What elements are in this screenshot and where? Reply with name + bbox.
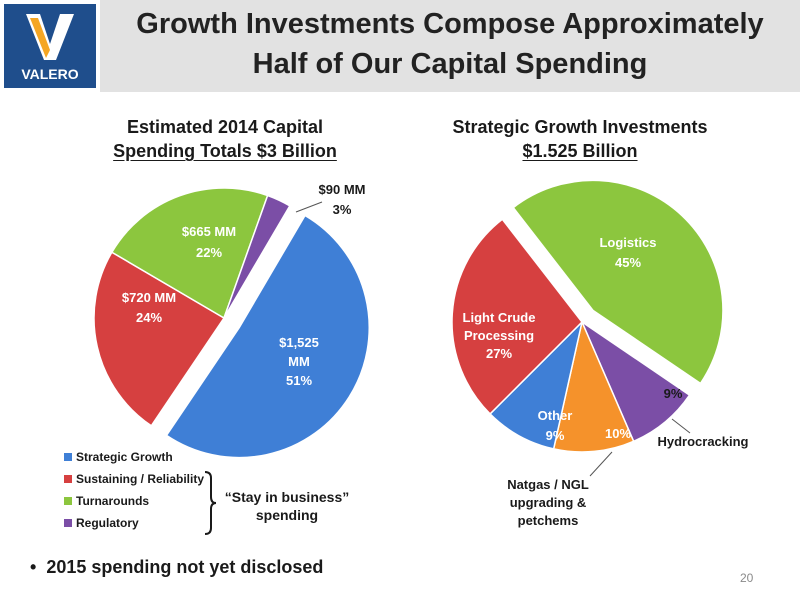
left-chart-title-line-2: Spending Totals $3 Billion xyxy=(113,141,337,161)
label-natgas-part-3: petchems xyxy=(518,513,579,528)
label-hydrocracking-percent: 9% xyxy=(664,386,683,401)
pie-slice-logistics xyxy=(512,179,724,385)
label-sustaining-amount: $720 MM xyxy=(122,290,176,305)
pie-slice-regulatory xyxy=(223,194,291,319)
pie-slice-strategic-growth xyxy=(165,214,370,459)
bullet-note: • 2015 spending not yet disclosed xyxy=(30,557,323,578)
label-strategic-growth-percent: 51% xyxy=(286,373,312,388)
label-strategic-growth-amount-2: MM xyxy=(288,354,310,369)
bullet-text: 2015 spending not yet disclosed xyxy=(46,557,324,577)
left-chart-title-line-1: Estimated 2014 Capital xyxy=(126,117,324,137)
stay-in-business-note: “Stay in business” spending xyxy=(222,488,352,524)
regulatory-leader-line xyxy=(295,201,323,213)
label-strategic-growth-amount-part-2: MM xyxy=(288,354,310,369)
left-pie-chart xyxy=(93,187,370,459)
label-natgas-percent: 10% xyxy=(605,426,631,441)
right-pie-chart xyxy=(451,179,724,453)
right-chart-title-line-2: $1.525 Billion xyxy=(522,141,638,161)
page-title-line-1: Growth Investments Compose Approximately xyxy=(136,8,764,40)
label-natgas-line-3: petchems xyxy=(518,513,579,528)
stay-in-business-note-line-1: “Stay in business” xyxy=(224,489,350,505)
pie-slice-light-crude-processing xyxy=(451,218,583,415)
label-hydrocracking-name: Hydrocracking xyxy=(657,434,748,449)
brace-icon xyxy=(204,471,217,535)
legend-item-regulatory: Regulatory xyxy=(64,516,214,538)
logo-text: VALERO xyxy=(21,66,78,82)
right-chart-title-line-1: Strategic Growth Investments xyxy=(452,117,708,137)
page-title: Growth Investments Compose Approximately… xyxy=(100,4,800,84)
legend-label-strategic-growth: Strategic Growth xyxy=(76,450,173,464)
stay-in-business-note-line-2: spending xyxy=(255,507,319,523)
label-strategic-growth-amount-part-1: $1,525 xyxy=(279,335,319,350)
valero-logo: VALERO xyxy=(0,0,100,92)
valero-logo-icon: VALERO xyxy=(4,4,96,88)
label-turnarounds-amount: $665 MM xyxy=(182,224,236,239)
label-light-crude-name-1: Light Crude xyxy=(463,310,536,325)
page-title-line-2: Half of Our Capital Spending xyxy=(252,48,648,80)
pie-slice-sustaining-reliability xyxy=(93,251,226,427)
pie-labels: $1,525 MM 51% $720 MM 24% $665 MM 22% $9… xyxy=(122,182,749,528)
legend-swatch-strategic-growth xyxy=(64,453,72,461)
label-light-crude-name-part-1: Light Crude xyxy=(463,310,536,325)
bullet-icon: • xyxy=(30,557,47,577)
left-chart-title: Estimated 2014 Capital Spending Totals $… xyxy=(90,115,360,163)
title-band xyxy=(100,0,800,92)
header: VALERO Growth Investments Compose Approx… xyxy=(0,0,800,92)
natgas-leader-line xyxy=(589,451,613,477)
legend-swatch-sustaining xyxy=(64,475,72,483)
legend-swatch-regulatory xyxy=(64,519,72,527)
label-regulatory-amount: $90 MM xyxy=(319,182,366,197)
label-turnarounds-percent: 22% xyxy=(196,245,222,260)
label-logistics-name: Logistics xyxy=(599,235,656,250)
label-natgas-part-1: Natgas / NGL xyxy=(507,477,589,492)
legend-label-turnarounds: Turnarounds xyxy=(76,494,150,508)
legend-label-regulatory: Regulatory xyxy=(76,516,139,530)
label-light-crude-name-part-2: Processing xyxy=(464,328,534,343)
legend: Strategic Growth Sustaining / Reliabilit… xyxy=(64,450,214,538)
pie-slice-natgas-ngl-upgrading-petchems xyxy=(552,319,635,453)
right-chart-title: Strategic Growth Investments $1.525 Bill… xyxy=(430,115,730,163)
legend-item-sustaining: Sustaining / Reliability xyxy=(64,472,214,494)
label-other-name: Other xyxy=(538,408,573,423)
label-light-crude-name-2: Processing xyxy=(464,328,534,343)
label-natgas-part-2: upgrading & xyxy=(510,495,587,510)
legend-swatch-turnarounds xyxy=(64,497,72,505)
label-natgas-line-1: Natgas / NGL xyxy=(507,477,589,492)
label-strategic-growth-amount-1: $1,525 xyxy=(279,335,319,350)
label-logistics-percent: 45% xyxy=(615,255,641,270)
label-sustaining-percent: 24% xyxy=(136,310,162,325)
label-other-percent: 9% xyxy=(546,428,565,443)
label-regulatory-percent: 3% xyxy=(333,202,352,217)
hydrocracking-leader-line xyxy=(671,418,691,434)
pie-slice-turnarounds xyxy=(110,187,269,320)
legend-item-turnarounds: Turnarounds xyxy=(64,494,214,516)
page-number: 20 xyxy=(740,571,754,585)
legend-label-sustaining: Sustaining / Reliability xyxy=(76,472,205,486)
label-light-crude-percent: 27% xyxy=(486,346,512,361)
legend-item-strategic-growth: Strategic Growth xyxy=(64,450,214,472)
label-natgas-line-2: upgrading & xyxy=(510,495,587,510)
